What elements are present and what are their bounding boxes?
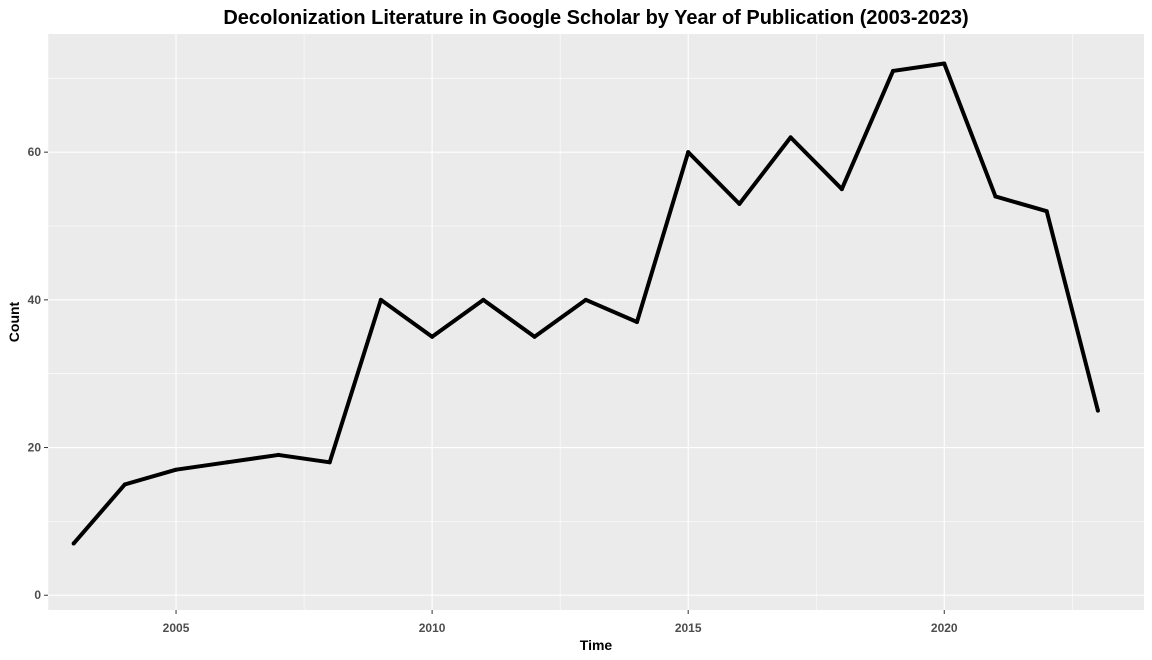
y-axis-title: Count <box>6 301 22 342</box>
data-point <box>942 61 947 66</box>
x-tick-label: 2015 <box>675 621 702 635</box>
data-point <box>225 460 230 465</box>
data-point <box>481 297 486 302</box>
data-point <box>839 187 844 192</box>
x-tick-label: 2020 <box>931 621 958 635</box>
y-tick-label: 40 <box>28 293 42 307</box>
x-tick-label: 2005 <box>163 621 190 635</box>
data-point <box>122 482 127 487</box>
data-point <box>634 320 639 324</box>
data-point <box>993 194 998 199</box>
data-point <box>1044 209 1049 214</box>
data-point <box>378 297 383 302</box>
minor-grid-lines <box>47 34 1144 610</box>
data-point <box>788 135 793 140</box>
plot-panel <box>48 34 1144 610</box>
data-point <box>276 452 281 457</box>
data-point <box>174 467 179 472</box>
data-point <box>327 460 332 465</box>
chart-title: Decolonization Literature in Google Scho… <box>223 7 968 29</box>
y-tick-label: 0 <box>34 588 41 602</box>
x-axis-title: Time <box>580 637 613 653</box>
y-tick-label: 20 <box>28 441 42 455</box>
data-point <box>737 201 742 206</box>
series-layer <box>71 61 1100 546</box>
data-point <box>686 150 691 155</box>
x-axis: 2005 2010 2015 2020 <box>163 610 958 635</box>
y-axis: 0 20 40 60 <box>28 145 48 602</box>
x-tick-label: 2010 <box>419 621 446 635</box>
data-point <box>891 68 896 73</box>
y-tick-label: 60 <box>28 145 42 159</box>
data-point <box>583 297 588 302</box>
major-grid-lines <box>48 34 1144 610</box>
data-point <box>532 334 537 339</box>
data-point <box>430 334 435 339</box>
data-point <box>71 541 76 546</box>
data-point <box>1095 408 1100 413</box>
